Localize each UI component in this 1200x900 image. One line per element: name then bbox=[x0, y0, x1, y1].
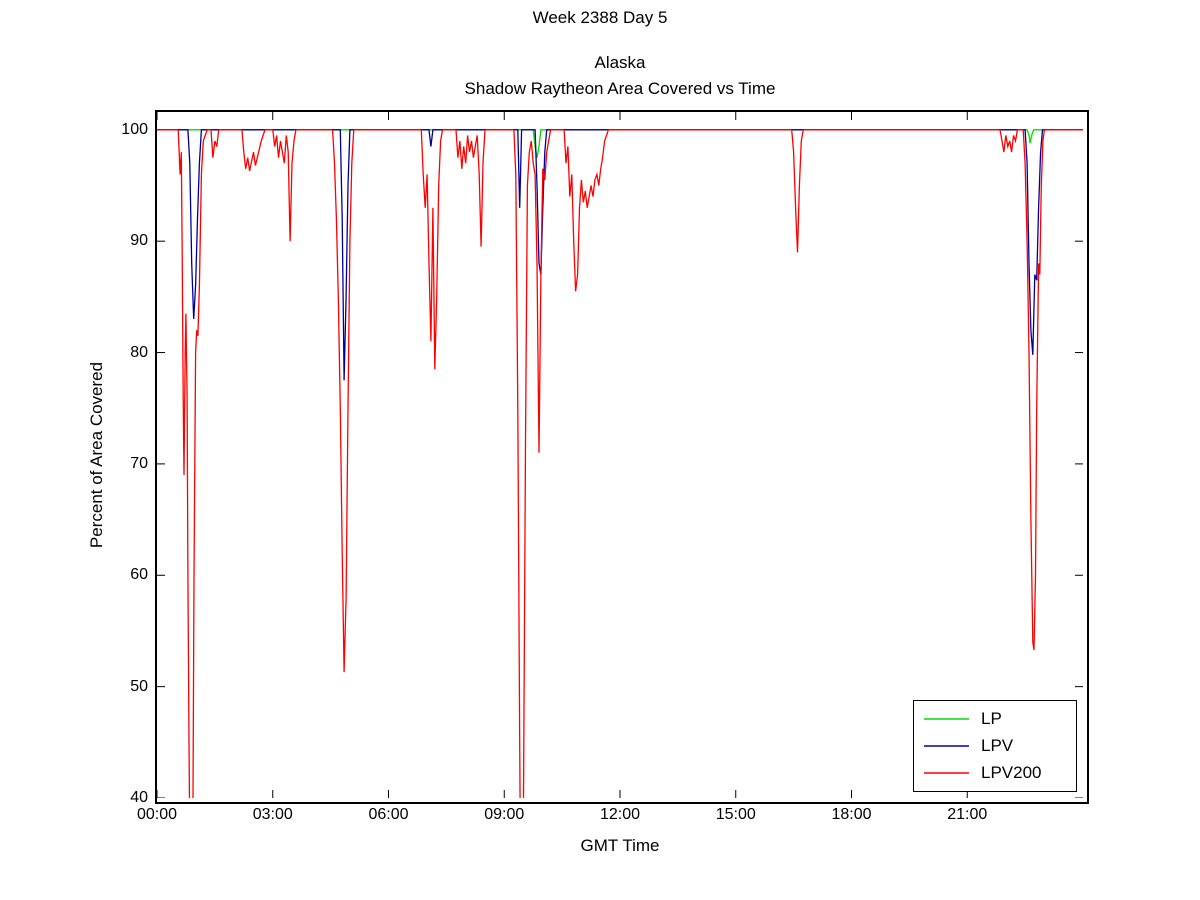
chart-title-line1: Alaska bbox=[594, 53, 646, 72]
x-tick-label: 21:00 bbox=[947, 806, 988, 823]
y-tick-label: 100 bbox=[121, 120, 148, 138]
chart-title: Alaska Shadow Raytheon Area Covered vs T… bbox=[155, 50, 1085, 102]
y-axis-label: Percent of Area Covered bbox=[87, 361, 106, 549]
y-axis-tick-labels: 40 50 60 70 80 90 100 bbox=[100, 110, 148, 806]
legend-label-lpv200: LPV200 bbox=[981, 763, 1042, 783]
legend-entry-lpv: LPV bbox=[914, 733, 1076, 759]
super-title: Week 2388 Day 5 bbox=[532, 8, 668, 27]
legend-entry-lpv200: LPV200 bbox=[914, 760, 1076, 786]
plot-canvas bbox=[157, 112, 1083, 798]
legend-line-lpv bbox=[924, 745, 969, 747]
x-tick-label: 00:00 bbox=[136, 806, 178, 823]
x-tick-label: 09:00 bbox=[484, 806, 525, 823]
x-tick-label: 03:00 bbox=[252, 806, 293, 823]
legend-entry-lp: LP bbox=[914, 706, 1076, 732]
y-tick-label: 70 bbox=[130, 454, 148, 472]
x-tick-label: 15:00 bbox=[715, 806, 756, 823]
x-tick-label: 12:00 bbox=[599, 806, 641, 823]
y-tick-label: 40 bbox=[130, 789, 148, 806]
legend-label-lp: LP bbox=[981, 708, 1002, 728]
x-axis-tick-labels: 00:00 03:00 06:00 09:00 12:00 15:00 18:00 21:00 bbox=[137, 806, 1089, 830]
y-tick-label: 80 bbox=[130, 343, 148, 361]
plot-area bbox=[155, 110, 1089, 804]
legend-line-lpv200 bbox=[924, 772, 969, 775]
y-tick-label: 90 bbox=[130, 232, 148, 250]
y-tick-label: 60 bbox=[130, 566, 148, 584]
x-axis-label: GMT Time bbox=[580, 836, 660, 855]
x-tick-label: 06:00 bbox=[368, 806, 409, 823]
y-tick-label: 50 bbox=[130, 677, 148, 695]
chart-title-line2: Shadow Raytheon Area Covered vs Time bbox=[464, 79, 776, 98]
legend: LP LPV LPV200 bbox=[913, 700, 1077, 792]
x-tick-label: 18:00 bbox=[831, 806, 872, 823]
legend-line-lp bbox=[924, 717, 969, 720]
legend-label-lpv: LPV bbox=[981, 735, 1014, 755]
